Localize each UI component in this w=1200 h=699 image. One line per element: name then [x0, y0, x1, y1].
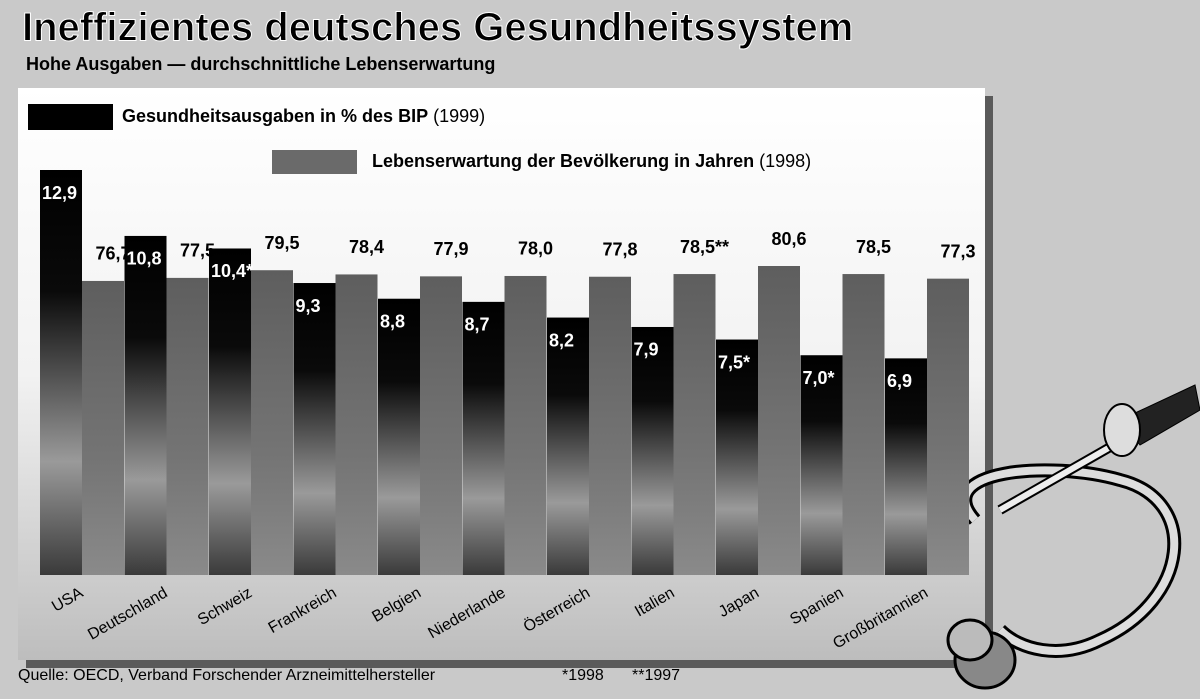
footnote: *1998 — [562, 667, 604, 684]
value-label: 8,7 — [465, 315, 490, 335]
subtitle: Hohe Ausgaben — durchschnittliche Lebens… — [26, 54, 495, 74]
legend-entry: Lebenserwartung der Bevölkerung in Jahre… — [372, 151, 811, 171]
value-label: 78,4 — [349, 237, 384, 257]
bar — [589, 276, 631, 575]
bar — [716, 339, 758, 575]
bar — [885, 358, 927, 575]
value-label: 77,5 — [180, 241, 215, 261]
legend-note: (1998) — [759, 151, 811, 171]
value-label: 77,8 — [602, 239, 637, 259]
bar — [420, 276, 462, 575]
bar — [462, 301, 505, 575]
value-label: 76,7 — [95, 244, 130, 264]
legend-entry: Gesundheitsausgaben in % des BIP (1999) — [122, 106, 485, 126]
legend-note: (1999) — [433, 106, 485, 126]
value-label: 77,9 — [433, 239, 468, 259]
source: Quelle: OECD, Verband Forschender Arznei… — [18, 667, 436, 684]
value-label: 7,9 — [634, 340, 659, 360]
legend-label: Gesundheitsausgaben in % des BIP — [122, 106, 428, 126]
value-label: 78,0 — [518, 239, 553, 259]
value-label: 7,0* — [803, 368, 835, 388]
bar — [800, 355, 843, 575]
bar — [758, 266, 800, 575]
footnote: **1997 — [632, 667, 680, 684]
value-label: 10,8 — [127, 249, 162, 269]
bar — [673, 274, 716, 575]
value-label: 12,9 — [42, 183, 77, 203]
bar — [504, 275, 547, 575]
stethoscope — [946, 384, 1200, 690]
bar — [378, 298, 420, 575]
legend-swatch — [28, 104, 113, 130]
value-label: 8,2 — [549, 330, 574, 350]
bar — [547, 317, 589, 575]
value-label: 78,5** — [680, 237, 729, 257]
bar — [842, 274, 885, 575]
bar — [82, 280, 124, 575]
legend-swatch — [272, 150, 357, 174]
bar — [209, 248, 251, 575]
bar — [631, 326, 674, 575]
bar — [124, 235, 167, 575]
value-label: 78,5 — [856, 237, 891, 257]
bar — [166, 277, 209, 575]
value-label: 8,8 — [380, 311, 405, 331]
value-label: 9,3 — [296, 296, 321, 316]
value-label: 79,5 — [264, 233, 299, 253]
value-label: 77,3 — [940, 241, 975, 261]
value-label: 7,5* — [718, 352, 750, 372]
bar — [927, 278, 969, 575]
legend-label: Lebenserwartung der Bevölkerung in Jahre… — [372, 151, 754, 171]
bar — [40, 170, 82, 575]
value-label: 6,9 — [887, 371, 912, 391]
value-label: 10,4* — [211, 261, 253, 281]
value-label: 80,6 — [771, 229, 806, 249]
chart-title: Ineffizientes deutsches Gesundheitssyste… — [22, 6, 853, 50]
bar — [335, 274, 378, 575]
bar — [293, 283, 336, 575]
bar — [251, 270, 293, 575]
